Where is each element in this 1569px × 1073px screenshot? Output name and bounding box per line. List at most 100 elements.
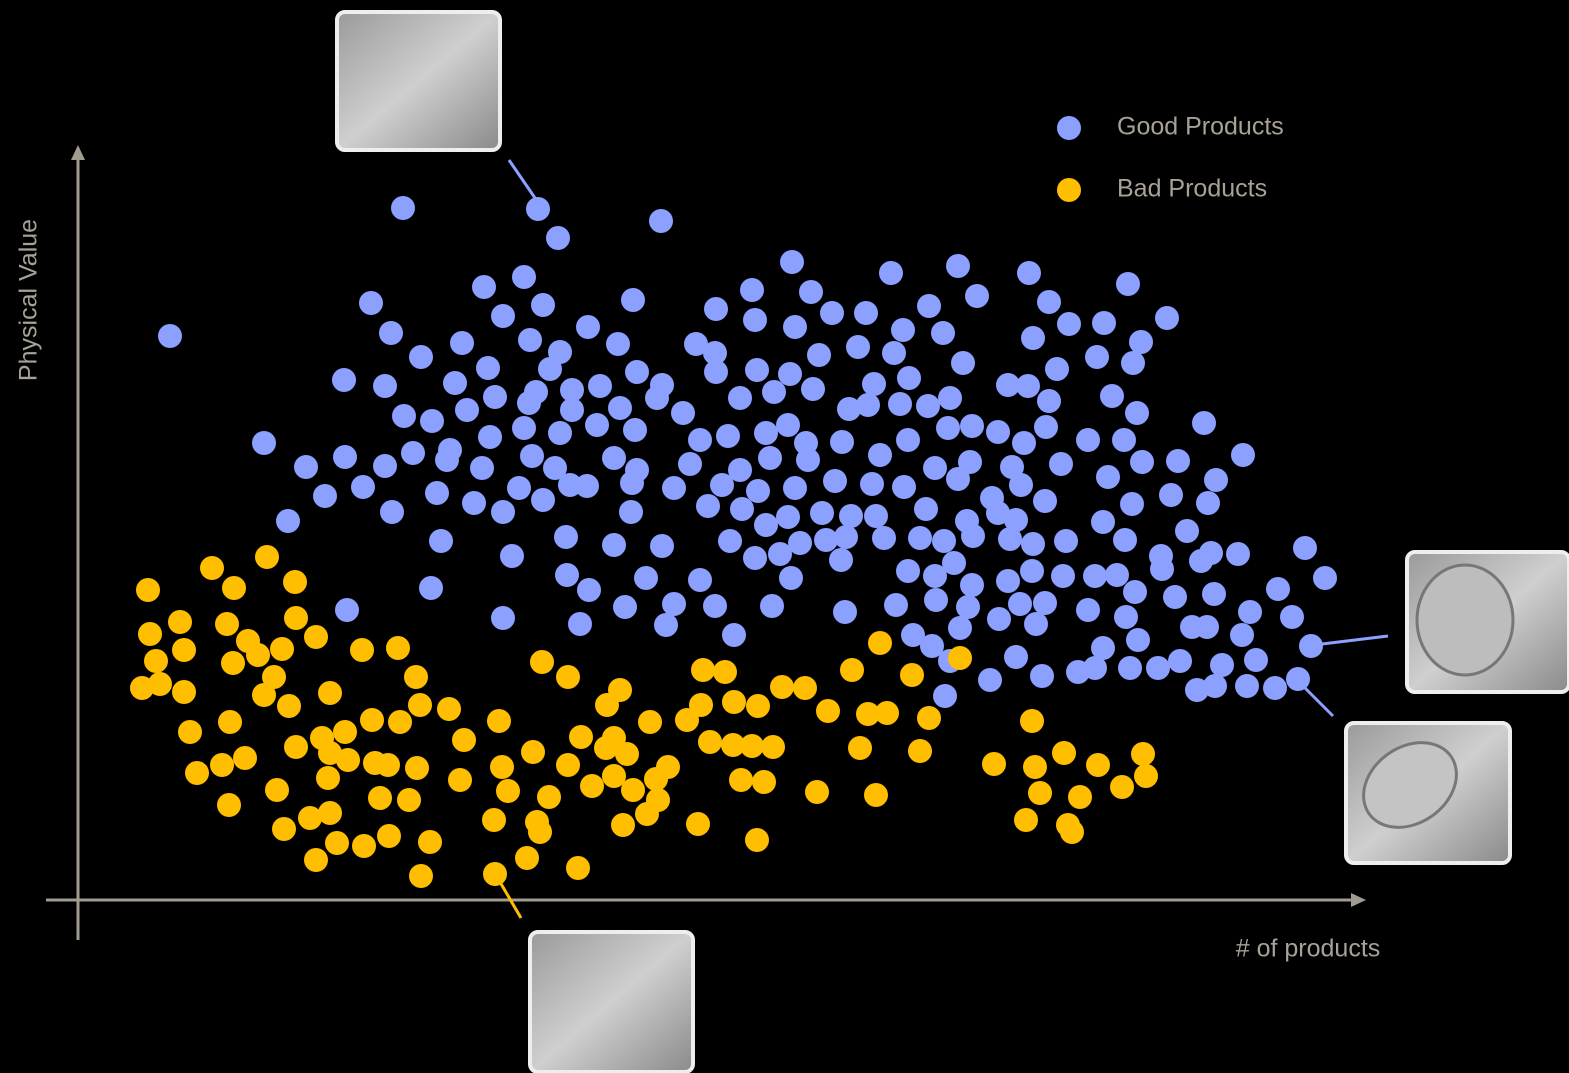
data-point (379, 321, 403, 345)
data-point (1129, 330, 1153, 354)
data-point (1023, 755, 1047, 779)
data-point (900, 663, 924, 687)
data-point (462, 491, 486, 515)
data-point (691, 658, 715, 682)
data-point (1037, 290, 1061, 314)
leader-line (1303, 686, 1335, 718)
data-point (625, 360, 649, 384)
data-point (283, 570, 307, 594)
data-point (754, 421, 778, 445)
data-point (608, 396, 632, 420)
data-point (172, 680, 196, 704)
data-point (148, 672, 172, 696)
data-point (1121, 351, 1145, 375)
data-point (675, 708, 699, 732)
data-point (856, 393, 880, 417)
data-point (566, 856, 590, 880)
data-point (1033, 591, 1057, 615)
data-point (558, 473, 582, 497)
data-point (1024, 612, 1048, 636)
data-point (1192, 411, 1216, 435)
data-point (531, 488, 555, 512)
data-point (805, 780, 829, 804)
data-point (332, 368, 356, 392)
data-point (537, 785, 561, 809)
data-point (1021, 326, 1045, 350)
data-point (359, 291, 383, 315)
data-point (482, 808, 506, 832)
data-point (745, 828, 769, 852)
data-point (688, 568, 712, 592)
data-point (710, 473, 734, 497)
data-point (555, 563, 579, 587)
data-point (620, 471, 644, 495)
x-axis-label: # of products (1236, 935, 1381, 963)
data-point (1266, 577, 1290, 601)
data-point (168, 610, 192, 634)
data-point (1113, 528, 1137, 552)
data-point (948, 616, 972, 640)
data-point (837, 397, 861, 421)
data-point (252, 683, 276, 707)
data-point (1203, 674, 1227, 698)
data-point (1060, 820, 1084, 844)
data-point (585, 413, 609, 437)
data-point (491, 304, 515, 328)
data-point (530, 650, 554, 674)
data-point (409, 345, 433, 369)
data-point (448, 768, 472, 792)
data-point (635, 802, 659, 826)
data-point (882, 341, 906, 365)
data-point (914, 497, 938, 521)
data-point (942, 551, 966, 575)
data-point (409, 864, 433, 888)
data-point (638, 710, 662, 734)
data-point (716, 424, 740, 448)
data-point (386, 636, 410, 660)
data-point (517, 391, 541, 415)
data-point (1299, 634, 1323, 658)
data-point (746, 694, 770, 718)
data-point (958, 450, 982, 474)
data-point (491, 500, 515, 524)
data-point (896, 428, 920, 452)
data-point (856, 702, 880, 726)
data-point (864, 783, 888, 807)
data-point (276, 509, 300, 533)
data-point (834, 525, 858, 549)
data-point (936, 416, 960, 440)
data-point (408, 693, 432, 717)
data-point (688, 428, 712, 452)
data-point (210, 753, 234, 777)
data-point (388, 710, 412, 734)
data-point (158, 324, 182, 348)
data-point (722, 690, 746, 714)
data-point (1030, 664, 1054, 688)
data-point (1092, 311, 1116, 335)
data-point (425, 481, 449, 505)
data-point (743, 308, 767, 332)
data-point (897, 366, 921, 390)
data-point (531, 293, 555, 317)
data-point (1000, 455, 1024, 479)
data-point (313, 484, 337, 508)
data-point (373, 454, 397, 478)
data-point (951, 351, 975, 375)
data-point (1096, 465, 1120, 489)
data-point (946, 467, 970, 491)
data-point (1045, 357, 1069, 381)
data-point (908, 739, 932, 763)
legend-marker (1057, 178, 1081, 202)
data-point (923, 564, 947, 588)
data-point (884, 593, 908, 617)
data-point (472, 275, 496, 299)
data-point (987, 607, 1011, 631)
data-point (138, 622, 162, 646)
data-point (185, 761, 209, 785)
data-point (350, 638, 374, 662)
data-point (698, 730, 722, 754)
data-point (512, 265, 536, 289)
data-point (770, 675, 794, 699)
data-point (916, 394, 940, 418)
data-point (1175, 519, 1199, 543)
